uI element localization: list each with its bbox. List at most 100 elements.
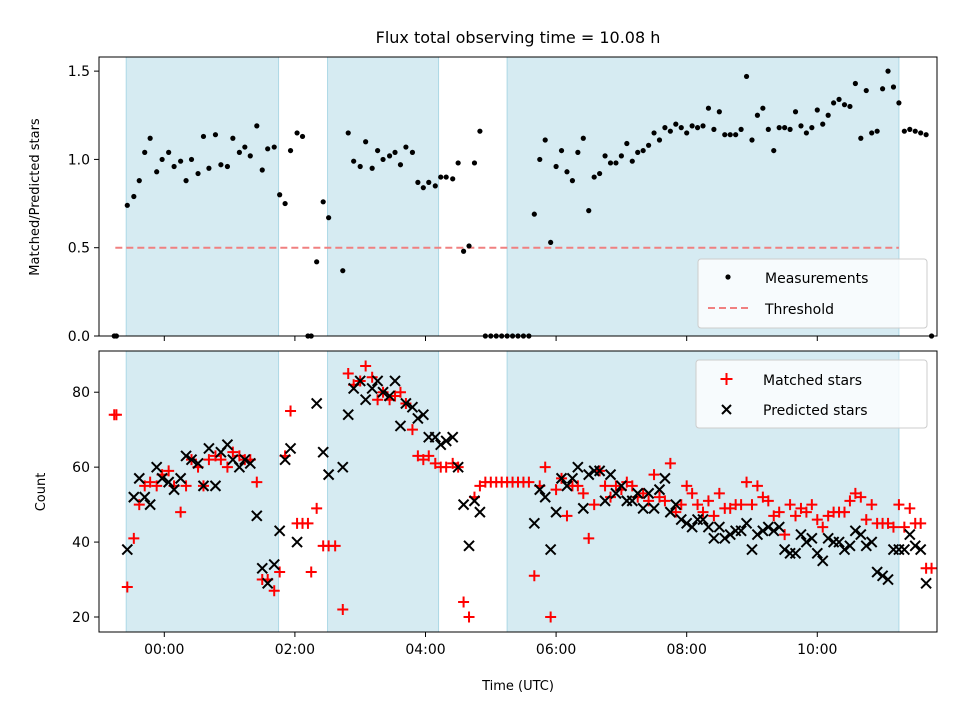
matched-star-point	[311, 502, 323, 514]
measurement-points	[111, 68, 935, 339]
measurement-point	[375, 147, 381, 154]
matched-star-point	[751, 480, 763, 492]
measurement-point	[142, 149, 148, 155]
measurement-point	[131, 193, 137, 200]
predicted-star-point	[577, 502, 590, 515]
measurement-point	[820, 121, 826, 127]
count-x-ticks: 00:00 02:00 04:00 06:00 08:00 10:00	[144, 632, 837, 658]
measurement-point	[700, 123, 706, 129]
measurement-point	[885, 68, 891, 74]
measurement-point	[294, 130, 300, 136]
predicted-star-point	[383, 390, 396, 402]
measurement-point	[918, 130, 924, 136]
measurement-point	[271, 144, 277, 150]
measurement-point	[890, 84, 897, 90]
predicted-star-point	[273, 525, 286, 537]
matched-star-point	[523, 476, 535, 488]
matched-star-point	[305, 566, 317, 578]
measurement-point	[564, 169, 570, 175]
predicted-star-point	[366, 382, 378, 395]
measurement-point	[477, 128, 483, 134]
measurement-point	[282, 200, 288, 207]
measurement-point	[345, 130, 351, 136]
measurement-point	[380, 156, 386, 163]
measurement-point	[733, 132, 739, 138]
measurement-point	[624, 140, 630, 147]
measurement-point	[299, 133, 306, 140]
count-panel-frame	[98, 350, 938, 633]
predicted-star-point	[291, 536, 303, 548]
matched-star-point	[360, 360, 372, 372]
measurement-point	[254, 123, 260, 129]
matched-star-point	[779, 529, 791, 541]
predicted-star-point	[156, 472, 168, 485]
measurement-point	[392, 149, 398, 155]
predicted-star-point	[174, 472, 187, 485]
matched-stars-legend-marker	[720, 373, 733, 385]
measurement-point	[466, 243, 472, 249]
predicted-star-point	[539, 491, 551, 503]
measurement-point	[673, 121, 679, 127]
predicted-star-point	[440, 435, 452, 447]
measurement-point	[178, 158, 184, 164]
matched-star-point	[180, 480, 192, 492]
measurement-point	[831, 100, 837, 106]
predicted-star-point	[740, 517, 753, 530]
measurement-point	[782, 125, 788, 131]
matched-star-point	[855, 491, 867, 503]
measurement-point	[403, 144, 409, 150]
measurement-point	[858, 135, 864, 141]
measurement-point	[645, 142, 652, 148]
measurement-point	[426, 179, 432, 185]
matched-star-point	[643, 495, 655, 507]
y-tick-label: 0.0	[68, 329, 90, 345]
measurement-point	[597, 170, 603, 177]
predicted-star-point	[822, 532, 834, 545]
predicted-star-point	[680, 517, 693, 530]
matched-star-point	[274, 566, 286, 578]
measurement-point	[749, 137, 755, 143]
chart-title: Flux total observing time = 10.08 h	[376, 28, 661, 47]
measurement-point	[154, 169, 160, 175]
predicted-star-point	[185, 453, 198, 466]
predicted-star-point	[844, 540, 856, 552]
measurement-point	[558, 147, 565, 154]
matched-star-point	[221, 461, 233, 473]
matched-star-point	[144, 476, 156, 488]
observing-window	[327, 56, 440, 337]
predicted-star-point	[871, 566, 883, 578]
measurement-point	[224, 163, 231, 170]
predicted-star-point	[279, 453, 291, 466]
matched-star-point	[423, 450, 435, 462]
predicted-star-point	[468, 495, 481, 507]
measurement-point	[397, 162, 404, 168]
matched-star-point	[708, 510, 720, 522]
measurement-point	[147, 135, 153, 141]
y-tick-label: 1.5	[68, 64, 90, 80]
matched-star-point	[302, 517, 314, 529]
predicted-star-point	[322, 468, 335, 481]
measurement-point	[705, 105, 712, 111]
predicted-star-point	[452, 461, 464, 473]
predicted-star-point	[128, 491, 140, 503]
matched-star-point	[626, 480, 638, 492]
matched-star-point	[372, 394, 384, 406]
measurement-point	[640, 147, 646, 154]
ratio-legend-box	[697, 258, 928, 329]
predicted-star-point	[284, 442, 297, 455]
predicted-star-point	[713, 521, 726, 533]
predicted-star-point	[914, 543, 927, 556]
measurement-point	[684, 130, 690, 136]
predicted-star-point	[838, 543, 851, 556]
measurement-point	[326, 215, 332, 221]
predicted-star-point	[406, 401, 419, 413]
matched-star-point	[406, 424, 418, 436]
measurement-point	[869, 130, 875, 136]
measurement-point	[548, 239, 554, 246]
predicted-star-point	[599, 495, 611, 507]
matched-star-point	[337, 604, 349, 616]
predicted-star-point	[544, 543, 557, 556]
predicted-star-point	[686, 521, 698, 533]
predicted-star-point	[139, 491, 151, 503]
predicted-star-point	[746, 543, 758, 556]
